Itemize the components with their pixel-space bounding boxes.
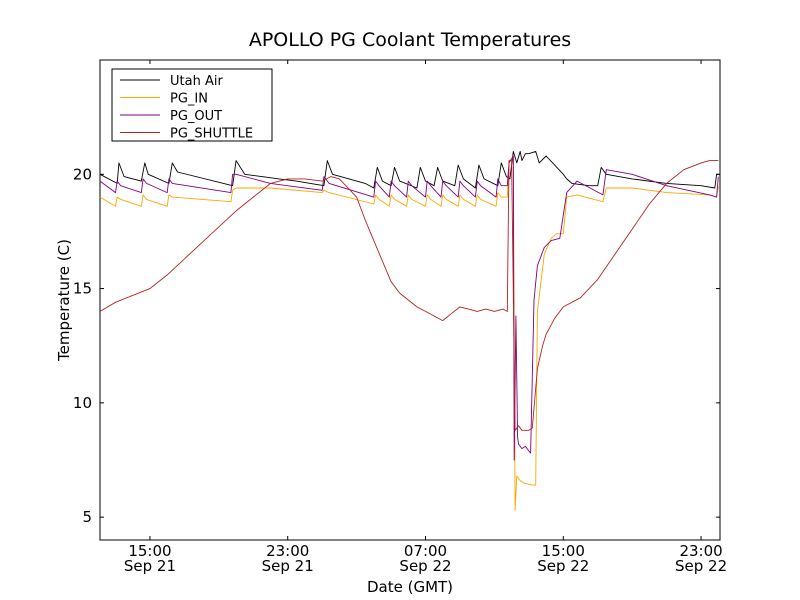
series-line-utah-air xyxy=(99,150,720,189)
x-axis-label: Date (GMT) xyxy=(367,578,453,596)
series-layer xyxy=(99,150,720,511)
series-line-pg-out xyxy=(99,155,719,461)
series-line-pg-in xyxy=(99,155,719,511)
y-tick-label: 5 xyxy=(82,508,92,526)
legend-box xyxy=(111,68,273,142)
y-axis-label: Temperature (C) xyxy=(55,239,73,362)
legend-label: PG_OUT xyxy=(170,109,222,124)
x-tick-label-date: Sep 21 xyxy=(124,557,176,575)
legend-label: Utah Air xyxy=(170,74,223,89)
legend-label: PG_IN xyxy=(170,92,208,107)
y-tick-label: 10 xyxy=(73,394,92,412)
y-tick-label: 15 xyxy=(73,280,92,298)
series-line-pg-shuttle xyxy=(99,160,719,431)
x-tick-label-time: 23:00 xyxy=(679,542,722,560)
x-tick-label-date: Sep 22 xyxy=(537,557,589,575)
x-tick-label-time: 15:00 xyxy=(128,542,171,560)
x-tick-label-date: Sep 21 xyxy=(262,557,314,575)
x-tick-label-date: Sep 22 xyxy=(675,557,727,575)
chart-title: APOLLO PG Coolant Temperatures xyxy=(249,29,571,51)
x-tick-label-date: Sep 22 xyxy=(399,557,451,575)
x-tick-label-time: 23:00 xyxy=(266,542,309,560)
legend-label: PG_SHUTTLE xyxy=(170,127,253,142)
x-tick-label-time: 15:00 xyxy=(542,542,585,560)
x-tick-label-time: 07:00 xyxy=(404,542,447,560)
legend: Utah Air PG_IN PG_OUT PG_SHUTTLE xyxy=(111,68,273,142)
y-tick-label: 20 xyxy=(73,165,92,183)
